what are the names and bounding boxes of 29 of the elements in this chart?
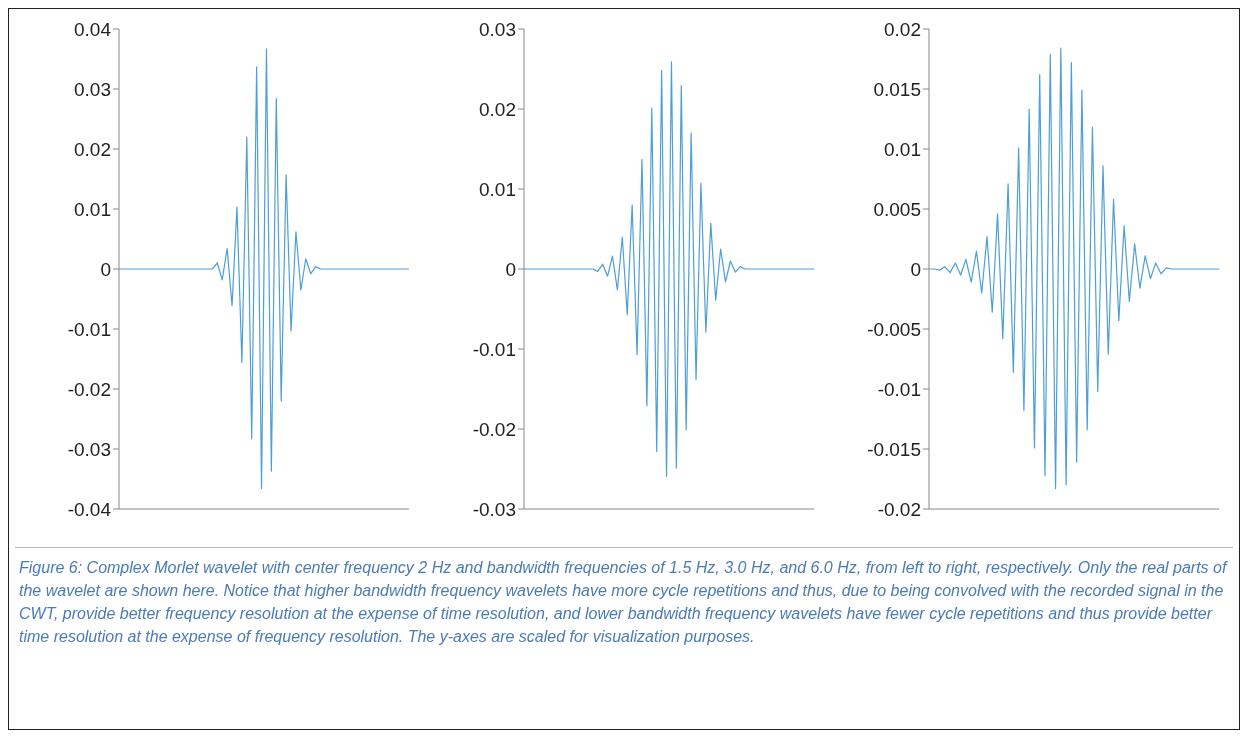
y-tick-label: 0.01 — [74, 198, 111, 220]
y-tick-label: 0.005 — [873, 198, 921, 220]
y-tick-label: -0.01 — [877, 378, 921, 400]
y-tick-label: 0.01 — [884, 138, 921, 160]
y-tick-label: 0.04 — [74, 18, 112, 40]
y-tick-label: 0.015 — [873, 78, 921, 100]
y-tick-label: 0 — [100, 258, 111, 280]
y-tick-label: -0.005 — [867, 318, 921, 340]
y-tick-label: -0.02 — [877, 498, 921, 520]
y-tick-label: 0 — [910, 258, 921, 280]
line-series — [928, 47, 1220, 490]
y-tick-label: 0 — [505, 258, 516, 280]
y-tick-label: -0.015 — [867, 438, 921, 460]
y-tick-label: -0.01 — [472, 338, 516, 360]
line-series — [523, 61, 815, 477]
y-tick-label: 0.03 — [74, 78, 111, 100]
y-tick-label: 0.02 — [74, 138, 111, 160]
y-tick-label: -0.03 — [472, 498, 516, 520]
y-tick-label: 0.03 — [479, 18, 516, 40]
caption: Figure 6: Complex Morlet wavelet with center frequency 2 Hz and bandwidth frequencies of 1.5 Hz, 3.0 Hz, and 6.0 Hz, from left to right, respectively. Only the real parts of the wavelet are shown here. Notice that higher bandwidth frequency wavelets have more cycle repetitions and thus, due to being convolved with the recorded signal in the CWT, provide better frequency resolution at the expense of time resolution, and lower bandwidth frequency wavelets have fewer cycle repetitions and thus provide better time resolution at the expense of frequency resolution. The y-axes are scaled for visualization purposes. — [19, 558, 1229, 647]
y-tick-label: -0.03 — [67, 438, 111, 460]
y-tick-label: 0.02 — [479, 98, 516, 120]
y-tick-label: -0.02 — [67, 378, 111, 400]
y-tick-label: -0.04 — [67, 498, 112, 520]
line-series — [118, 48, 410, 490]
y-tick-label: -0.02 — [472, 418, 516, 440]
y-tick-label: -0.01 — [67, 318, 111, 340]
y-tick-label: 0.01 — [479, 178, 516, 200]
y-tick-label: 0.02 — [884, 18, 921, 40]
